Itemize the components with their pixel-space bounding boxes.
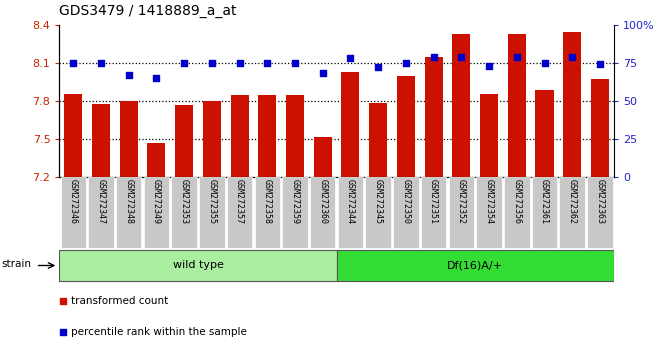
Bar [147,143,166,177]
Text: GSM272356: GSM272356 [512,179,521,224]
Text: GSM272349: GSM272349 [152,179,161,224]
Bar [480,94,498,177]
Point [484,63,494,69]
Point [373,64,383,70]
Bar [452,34,471,177]
Bar [563,33,581,177]
Text: GSM272353: GSM272353 [180,179,189,224]
Bar [203,101,221,177]
FancyBboxPatch shape [144,177,169,248]
FancyBboxPatch shape [59,250,337,281]
FancyBboxPatch shape [477,177,502,248]
Point [68,60,79,66]
Point [428,54,439,59]
Point [96,60,106,66]
FancyBboxPatch shape [227,177,252,248]
Bar [175,105,193,177]
Point [317,71,328,76]
Text: GSM272348: GSM272348 [124,179,133,224]
Text: Df(16)A/+: Df(16)A/+ [447,261,503,270]
Text: GSM272358: GSM272358 [263,179,272,224]
Point [345,56,356,61]
FancyBboxPatch shape [338,177,363,248]
Bar [286,95,304,177]
Bar [424,57,443,177]
Point [123,72,134,78]
FancyBboxPatch shape [560,177,585,248]
Point [456,54,467,59]
Text: GSM272357: GSM272357 [235,179,244,224]
Bar [369,103,387,177]
Text: GSM272354: GSM272354 [484,179,494,224]
Point [207,60,217,66]
Text: GSM272350: GSM272350 [401,179,411,224]
FancyBboxPatch shape [255,177,280,248]
Point [567,54,578,59]
FancyBboxPatch shape [116,177,141,248]
FancyBboxPatch shape [587,177,612,248]
Point [262,60,273,66]
Bar [591,79,609,177]
Bar [397,75,415,177]
Bar [92,104,110,177]
Text: GSM272359: GSM272359 [290,179,300,224]
Point [539,60,550,66]
Bar [508,34,526,177]
Point [401,60,411,66]
Bar [230,95,249,177]
FancyBboxPatch shape [421,177,446,248]
Point [249,209,259,215]
Text: GSM272351: GSM272351 [429,179,438,224]
FancyBboxPatch shape [61,177,86,248]
Text: percentile rank within the sample: percentile rank within the sample [71,327,247,337]
FancyBboxPatch shape [393,177,418,248]
Point [179,60,189,66]
FancyBboxPatch shape [504,177,529,248]
FancyBboxPatch shape [310,177,335,248]
FancyBboxPatch shape [199,177,224,248]
Text: transformed count: transformed count [71,296,168,306]
Text: GSM272352: GSM272352 [457,179,466,224]
Point [595,62,605,67]
FancyBboxPatch shape [366,177,391,248]
Text: GSM272362: GSM272362 [568,179,577,224]
FancyBboxPatch shape [532,177,557,248]
Bar [258,95,277,177]
Text: GSM272360: GSM272360 [318,179,327,224]
Bar [119,101,138,177]
Text: wild type: wild type [172,261,224,270]
Bar [535,90,554,177]
FancyBboxPatch shape [88,177,114,248]
Text: GSM272361: GSM272361 [540,179,549,224]
Text: GSM272347: GSM272347 [96,179,106,224]
Text: strain: strain [1,259,31,269]
Text: GSM272363: GSM272363 [595,179,605,224]
Point [512,54,522,59]
Text: GSM272355: GSM272355 [207,179,216,224]
Bar [64,94,82,177]
Bar [341,72,360,177]
Text: GDS3479 / 1418889_a_at: GDS3479 / 1418889_a_at [59,4,237,18]
Text: GSM272345: GSM272345 [374,179,383,224]
Text: GSM272344: GSM272344 [346,179,355,224]
FancyBboxPatch shape [337,250,614,281]
Point [234,60,245,66]
FancyBboxPatch shape [449,177,474,248]
Point [151,75,162,81]
FancyBboxPatch shape [172,177,197,248]
Point [290,60,300,66]
FancyBboxPatch shape [282,177,308,248]
Text: GSM272346: GSM272346 [69,179,78,224]
Bar [314,137,332,177]
